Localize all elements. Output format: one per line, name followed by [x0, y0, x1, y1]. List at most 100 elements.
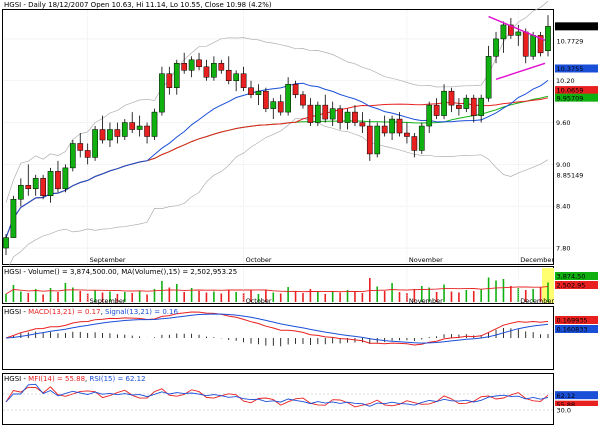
candle	[263, 87, 269, 113]
ma-short-line	[5, 79, 549, 238]
month-label: October	[246, 256, 272, 264]
price-frame	[2, 9, 554, 265]
price-value-tag-text: 10.3755	[557, 65, 584, 73]
candle-body	[396, 118, 403, 134]
candle	[196, 52, 202, 71]
volume-value-tag-text: 2,502,95	[557, 282, 586, 290]
candle	[366, 119, 373, 161]
volume-month-label: December	[520, 297, 554, 305]
candle	[188, 56, 195, 78]
candle-body	[300, 94, 306, 106]
candle-body	[352, 111, 358, 123]
candle	[285, 77, 291, 116]
candle-body	[17, 185, 24, 200]
candle-body	[522, 31, 529, 57]
candle-body	[10, 199, 17, 238]
volume-month-label: November	[409, 297, 443, 305]
candle-body	[248, 87, 254, 95]
candle	[456, 98, 462, 116]
month-label: December	[520, 256, 554, 264]
candle	[240, 66, 247, 92]
candle	[396, 112, 403, 137]
candle-body	[359, 122, 366, 127]
mfi-value-tag-bg	[555, 391, 598, 400]
candle-body	[3, 237, 9, 249]
candle-body	[500, 24, 507, 40]
candle-body	[62, 167, 69, 190]
candle	[352, 105, 358, 127]
macd-value-tag-text: 0.169935	[557, 317, 588, 325]
wedge-upper-line	[488, 15, 546, 41]
candle-body	[314, 104, 321, 123]
candle-body	[47, 171, 54, 197]
candle	[470, 94, 477, 123]
bollinger-upper-line	[5, 0, 549, 203]
candle	[121, 119, 128, 140]
candle	[448, 87, 455, 113]
candle	[25, 164, 32, 196]
candle	[173, 59, 180, 95]
candle	[233, 70, 240, 92]
candle-body	[374, 125, 381, 155]
candle	[374, 122, 381, 158]
volume-value-tag: 2,502,95	[555, 281, 598, 290]
price-layer: 7.808.409.009.6010.2010.80SeptemberOctob…	[3, 0, 598, 273]
candle-body	[493, 38, 499, 57]
candle	[84, 143, 91, 165]
candle	[441, 84, 447, 120]
candle-body	[441, 90, 447, 116]
mfi-value-tag: 30.0	[555, 406, 598, 415]
candle	[248, 80, 254, 99]
candle	[211, 56, 217, 81]
price-value-tag-bg	[555, 22, 598, 31]
candle-body	[404, 132, 410, 137]
candle	[500, 21, 507, 53]
price-value-tag-bg	[555, 86, 598, 95]
macd-line	[5, 311, 549, 346]
macd-value-tag-text: 0.160833	[557, 326, 588, 334]
candle	[359, 112, 366, 134]
candle	[129, 112, 136, 134]
candle-body	[181, 63, 188, 71]
candle	[389, 115, 395, 140]
mfi-value-tag-bg	[555, 400, 598, 409]
candle-body	[255, 90, 262, 95]
candle	[47, 167, 54, 203]
candle	[166, 66, 173, 95]
price-value-tag-bg	[555, 36, 598, 45]
price-tick-label: 9.00	[556, 161, 570, 169]
candle-body	[69, 143, 76, 169]
mfi-value-tag: 62.12	[555, 391, 598, 400]
candle	[92, 126, 98, 161]
price-value-tag-bg	[555, 64, 598, 73]
volume-month-label: September	[90, 297, 126, 305]
candle-body	[448, 90, 455, 106]
price-value-tag: 10.3755	[555, 64, 598, 73]
candle-body	[84, 150, 91, 158]
candle-body	[508, 24, 514, 36]
candle-body	[25, 185, 32, 190]
candle-body	[173, 63, 180, 88]
candle-body	[166, 73, 173, 88]
candle-body	[418, 125, 425, 151]
price-tick-label: 10.20	[556, 77, 575, 85]
candle-body	[470, 97, 477, 116]
candle-body	[545, 26, 551, 51]
candle-body	[188, 59, 195, 71]
candle	[485, 45, 492, 102]
candle-body	[389, 118, 395, 134]
price-value-tag: 10.98	[555, 22, 598, 31]
candle	[508, 17, 514, 39]
volume-value-tag-text: 3,874,50	[557, 273, 586, 281]
price-value-tag-bg	[555, 170, 598, 179]
candle-body	[211, 63, 217, 78]
price-value-tag-text: 8.85149	[557, 171, 584, 179]
candle	[270, 98, 277, 120]
volume-value-tag: 3,874,50	[555, 272, 598, 281]
macd-value-tag-bg	[555, 316, 598, 324]
candle-body	[144, 125, 150, 137]
